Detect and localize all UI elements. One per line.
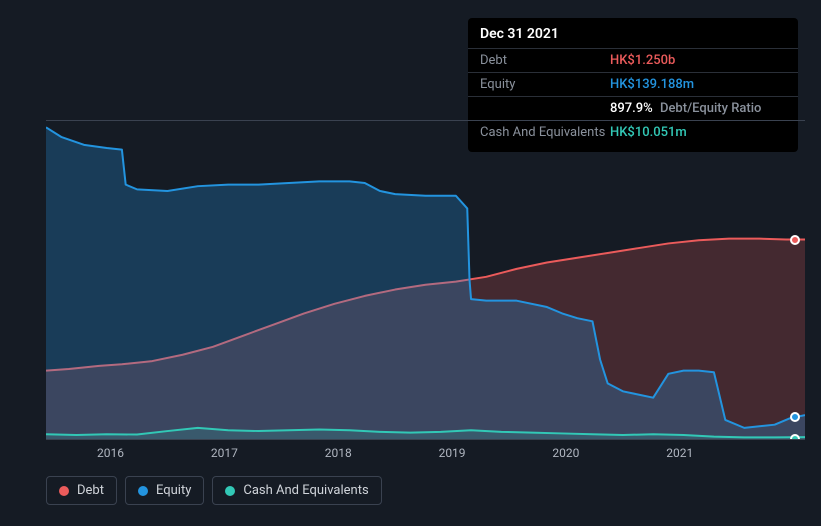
chart-plot-area[interactable]: HK$2b HK$0 — [46, 120, 805, 440]
x-tick: 2019 — [439, 446, 466, 460]
tooltip-date: Dec 31 2021 — [468, 26, 798, 48]
x-axis: 2016 2017 2018 2019 2020 2021 — [46, 446, 805, 462]
legend-label: Equity — [156, 483, 191, 498]
tooltip-row-label: Equity — [480, 77, 610, 92]
tooltip-row: 897.9% Debt/Equity Ratio — [468, 96, 798, 120]
legend-swatch — [138, 486, 148, 496]
x-tick: 2021 — [666, 446, 693, 460]
tooltip-row-value: HK$1.250b — [610, 53, 675, 68]
legend-item-cash-and-equivalents[interactable]: Cash And Equivalents — [212, 476, 381, 505]
tooltip-row-value: 897.9% Debt/Equity Ratio — [610, 101, 761, 116]
legend-item-debt[interactable]: Debt — [46, 476, 117, 505]
tooltip-row: EquityHK$139.188m — [468, 72, 798, 96]
debt-equity-chart: HK$2b HK$0 2016 2017 2018 2019 2020 2021 Debt… — [16, 120, 805, 505]
series-cash-and-equivalents — [46, 121, 805, 439]
legend-swatch — [225, 486, 235, 496]
x-tick: 2020 — [552, 446, 579, 460]
legend-item-equity[interactable]: Equity — [125, 476, 204, 505]
tooltip-row-value: HK$139.188m — [610, 77, 694, 92]
x-tick: 2018 — [325, 446, 352, 460]
tooltip-row-label — [480, 101, 610, 116]
tooltip-row-label: Debt — [480, 53, 610, 68]
tooltip-row-sublabel: Debt/Equity Ratio — [657, 101, 762, 116]
x-tick: 2016 — [97, 446, 124, 460]
legend-swatch — [59, 486, 69, 496]
chart-legend: Debt Equity Cash And Equivalents — [46, 476, 805, 505]
legend-label: Debt — [77, 483, 104, 498]
end-marker-equity — [790, 412, 800, 422]
x-tick: 2017 — [211, 446, 238, 460]
tooltip-row: DebtHK$1.250b — [468, 48, 798, 72]
legend-label: Cash And Equivalents — [243, 483, 368, 498]
end-marker-cash-and-equivalents — [790, 434, 800, 440]
end-marker-debt — [790, 235, 800, 245]
